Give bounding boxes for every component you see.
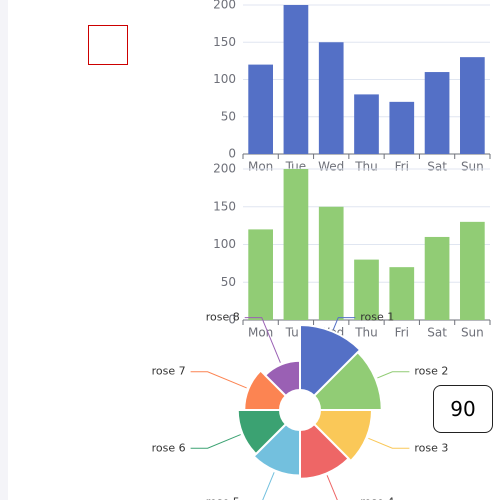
bar bbox=[354, 94, 379, 154]
bar bbox=[389, 267, 415, 320]
bar bbox=[248, 229, 273, 320]
rose-sector bbox=[264, 359, 301, 397]
y-tick-label: 200 bbox=[213, 0, 236, 12]
y-tick-label: 150 bbox=[213, 35, 236, 49]
label-line bbox=[244, 317, 281, 363]
bar bbox=[389, 101, 415, 154]
bar bbox=[283, 5, 309, 154]
pie-label: rose 4 bbox=[360, 495, 394, 500]
x-tick-label: Sun bbox=[461, 160, 484, 174]
side-strip bbox=[0, 0, 8, 500]
counter: 90 bbox=[433, 385, 493, 433]
label-line bbox=[368, 437, 410, 449]
pie-label: rose 2 bbox=[414, 365, 448, 378]
rose-sector bbox=[299, 423, 350, 480]
pie-label: rose 8 bbox=[206, 311, 240, 324]
pie-label: rose 6 bbox=[152, 441, 186, 454]
y-tick-label: 100 bbox=[213, 237, 236, 251]
x-tick-label: Mon bbox=[248, 160, 273, 174]
pie-label: rose 7 bbox=[152, 365, 186, 378]
y-tick-label: 100 bbox=[213, 72, 236, 86]
rose-sector bbox=[252, 423, 301, 477]
rose-sector bbox=[236, 409, 287, 456]
label-line bbox=[332, 317, 356, 330]
label-line bbox=[326, 475, 338, 500]
bar bbox=[248, 64, 273, 154]
rose-sector bbox=[313, 409, 373, 462]
y-tick-label: 150 bbox=[213, 199, 236, 213]
rose-sector bbox=[313, 351, 383, 411]
bar bbox=[424, 72, 450, 154]
x-tick-label: Thu bbox=[354, 160, 378, 174]
label-line bbox=[377, 371, 410, 379]
rose-sector bbox=[299, 324, 362, 397]
x-tick-label: Fri bbox=[395, 160, 409, 174]
y-tick-label: 50 bbox=[221, 275, 236, 289]
x-tick-label: Sat bbox=[427, 160, 447, 174]
pie-label: rose 1 bbox=[360, 311, 394, 324]
bar bbox=[283, 169, 309, 320]
pie-label: rose 3 bbox=[414, 441, 448, 454]
x-tick-label: Thu bbox=[354, 326, 378, 340]
label-line bbox=[190, 434, 241, 449]
bar bbox=[460, 221, 485, 320]
bar bbox=[460, 57, 485, 154]
y-tick-label: 50 bbox=[221, 109, 236, 123]
x-tick-label: Sun bbox=[461, 326, 484, 340]
x-tick-label: Sat bbox=[427, 326, 447, 340]
pie-label: rose 5 bbox=[206, 495, 240, 500]
bar bbox=[318, 42, 344, 154]
x-tick-label: Fri bbox=[395, 326, 409, 340]
x-tick-label: Wed bbox=[318, 160, 344, 174]
y-tick-label: 0 bbox=[228, 313, 236, 327]
y-tick-label: 0 bbox=[228, 147, 236, 161]
red-box bbox=[88, 25, 128, 65]
label-line bbox=[262, 472, 275, 500]
bar bbox=[354, 259, 379, 320]
bar bbox=[318, 206, 344, 320]
label-line bbox=[190, 371, 247, 389]
bar bbox=[424, 236, 450, 320]
y-tick-label: 200 bbox=[213, 162, 236, 176]
rose-sector bbox=[243, 369, 287, 411]
